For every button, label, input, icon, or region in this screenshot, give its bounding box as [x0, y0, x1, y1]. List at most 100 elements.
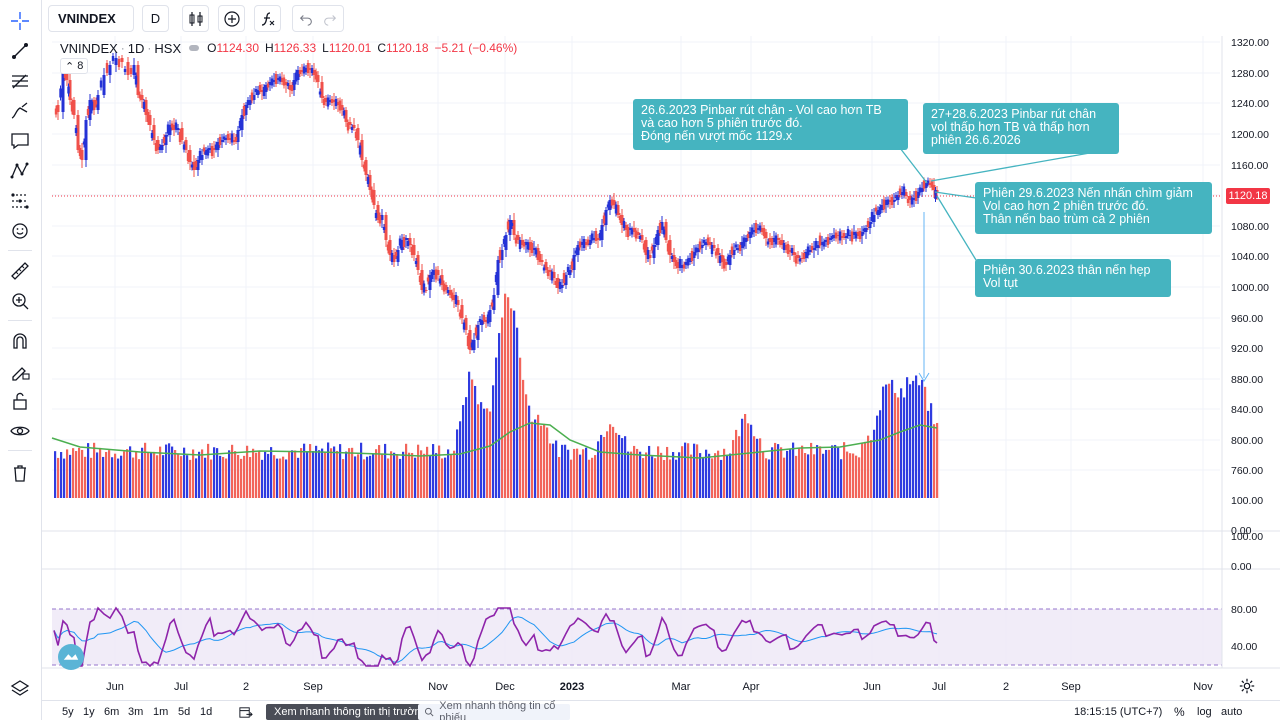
candle — [778, 240, 782, 245]
candle — [78, 148, 82, 156]
emoji-tool[interactable] — [5, 216, 35, 246]
annotation-note-4[interactable]: Phiên 30.6.2023 thân nến hẹp Vol tụt — [975, 259, 1171, 297]
volume-bar — [69, 454, 72, 498]
auto-scale-toggle[interactable]: auto — [1221, 706, 1243, 718]
timezone-clock[interactable]: 18:15:15 (UTC+7) — [1074, 706, 1163, 718]
stock-search-field[interactable]: Xem nhanh thông tin cổ phiếu — [418, 700, 570, 720]
candle — [432, 270, 436, 275]
symbol-search-input[interactable]: VNINDEX — [48, 5, 134, 32]
candle — [618, 216, 622, 220]
candle — [340, 105, 344, 110]
candle — [264, 85, 268, 92]
annotation-note-3[interactable]: Phiên 29.6.2023 Nến nhấn chìm giảm Vol c… — [975, 182, 1212, 234]
volume-bar — [720, 459, 723, 498]
volume-bar — [591, 457, 594, 498]
candle — [452, 295, 456, 300]
volume-bar — [702, 456, 705, 498]
candle — [502, 239, 506, 244]
volume-bar — [141, 447, 144, 498]
fib-tool[interactable] — [5, 66, 35, 96]
candle — [510, 223, 514, 226]
candle — [308, 68, 312, 70]
volume-bar — [693, 443, 696, 498]
quick-market-view-button[interactable]: Xem nhanh thông tin thị trường — [266, 704, 435, 720]
volume-bar — [447, 449, 450, 498]
volume-bar — [900, 388, 903, 498]
candle — [354, 132, 358, 138]
range-1y[interactable]: 1y — [83, 706, 95, 718]
candle — [564, 275, 568, 285]
candle — [278, 76, 282, 82]
candle — [476, 325, 480, 340]
prediction-tool[interactable] — [5, 186, 35, 216]
range-5d[interactable]: 5d — [178, 706, 191, 718]
trendline-tool[interactable] — [5, 36, 35, 66]
remove-drawings-tool[interactable] — [5, 458, 35, 488]
candle — [724, 262, 728, 265]
interval-button[interactable]: D — [142, 5, 169, 32]
range-5y[interactable]: 5y — [62, 706, 74, 718]
volume-bar — [603, 437, 606, 498]
magnet-tool[interactable] — [5, 326, 35, 356]
range-1d[interactable]: 1d — [200, 706, 213, 718]
series-legend[interactable]: VNINDEX · 1D · HSX O 1124.30 H 1126.33 L 11… — [60, 40, 518, 56]
candle — [654, 237, 658, 244]
candle — [794, 255, 798, 264]
volume-bar — [327, 442, 330, 498]
candles-icon — [189, 11, 202, 26]
brush-tool[interactable] — [5, 96, 35, 126]
candle — [402, 237, 406, 247]
measure-tool[interactable] — [5, 256, 35, 286]
volume-bar — [843, 442, 846, 498]
candle — [926, 180, 930, 184]
candle — [608, 200, 612, 210]
text-note-tool[interactable] — [5, 126, 35, 156]
close-value: 1120.18 — [386, 41, 429, 55]
range-3m[interactable]: 3m — [128, 706, 144, 718]
candle — [286, 83, 290, 86]
candle — [266, 83, 270, 88]
candle — [430, 272, 434, 279]
price-axis-label: 760.00 — [1231, 465, 1263, 477]
annotation-note-2[interactable]: 27+28.6.2023 Pinbar rút chân vol thấp hơ… — [923, 103, 1119, 154]
go-to-date-button[interactable] — [238, 705, 253, 719]
redo-button[interactable] — [318, 11, 342, 27]
crosshair-tool[interactable] — [5, 6, 35, 36]
chart-logo[interactable] — [58, 644, 84, 670]
candle — [504, 235, 508, 250]
volume-bar — [678, 452, 681, 498]
candle — [328, 100, 332, 102]
range-1m[interactable]: 1m — [153, 706, 169, 718]
candle — [874, 207, 878, 212]
percent-scale-toggle[interactable]: % — [1174, 705, 1185, 719]
annotation-note-1[interactable]: 26.6.2023 Pinbar rút chân - Vol cao hơn … — [633, 99, 908, 150]
range-6m[interactable]: 6m — [104, 706, 120, 718]
volume-bar — [906, 377, 909, 498]
candle — [580, 242, 584, 245]
candle — [238, 121, 242, 128]
volume-bar — [351, 447, 354, 498]
log-scale-toggle[interactable]: log — [1197, 706, 1212, 718]
price-axis-label: 960.00 — [1231, 313, 1263, 325]
chart-settings-button[interactable] — [1238, 677, 1256, 695]
candle — [904, 192, 908, 196]
undo-button[interactable] — [294, 11, 318, 27]
hide-drawings-tool[interactable] — [5, 416, 35, 446]
candle — [780, 240, 784, 245]
indicators-collapse-toggle[interactable]: ⌃ 8 — [60, 58, 89, 74]
candle — [842, 233, 846, 237]
volume-bar — [270, 447, 273, 498]
volume-bar — [393, 452, 396, 498]
chart-style-button[interactable] — [182, 5, 209, 32]
lock-drawings-tool[interactable] — [5, 386, 35, 416]
indicators-button[interactable] — [254, 5, 281, 32]
volume-bar — [582, 449, 585, 498]
object-tree-tool[interactable] — [5, 674, 35, 704]
zoom-tool[interactable] — [5, 286, 35, 316]
candle — [912, 198, 916, 200]
volume-bar — [93, 442, 96, 498]
stay-drawing-tool[interactable] — [5, 356, 35, 386]
compare-button[interactable] — [218, 5, 245, 32]
pattern-tool[interactable] — [5, 156, 35, 186]
